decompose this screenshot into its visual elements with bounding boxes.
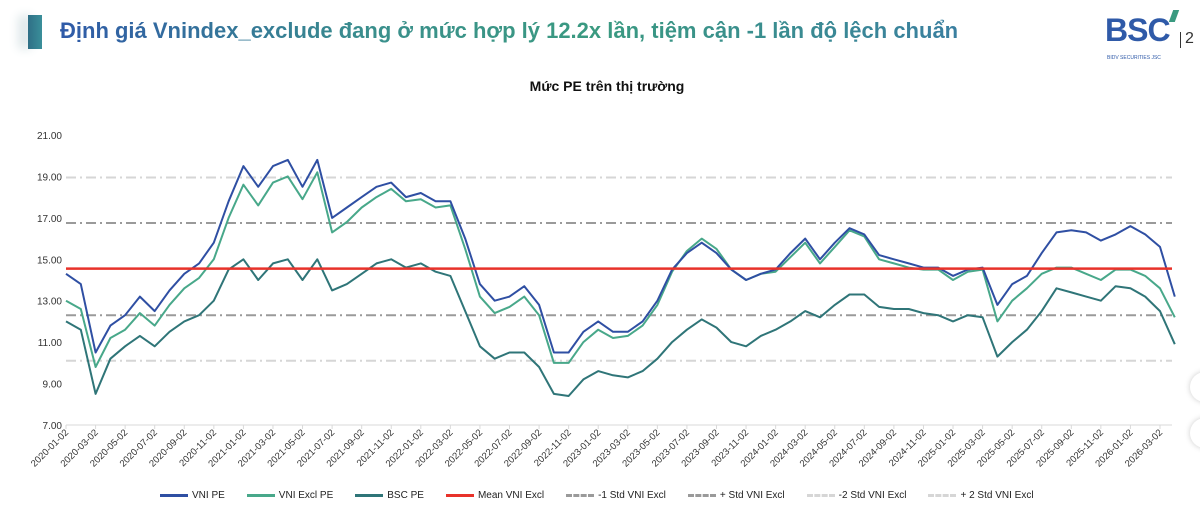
- y-tick-label: 11.00: [38, 338, 63, 349]
- series-line-bsc: [65, 258, 1176, 397]
- y-tick-label: 7.00: [43, 421, 63, 432]
- y-tick-label: 13.00: [37, 297, 62, 308]
- legend-swatch: [687, 494, 716, 497]
- y-tick-label: 9.00: [43, 380, 63, 391]
- series-line-vni: [65, 158, 1176, 354]
- page-title: Định giá Vnindex_exclude đang ở mức hợp …: [60, 18, 959, 43]
- legend-item: + Std VNI Excl: [687, 490, 785, 501]
- legend-item: + 2 Std VNI Excl: [928, 490, 1034, 501]
- legend-label: BSC PE: [387, 490, 424, 501]
- legend-swatch: [566, 494, 595, 497]
- y-tick-label: 21.00: [37, 131, 62, 142]
- bsc-logo: BSC BIDV SECURITIES JSC 2: [1105, 10, 1200, 61]
- y-tick-label: 17.00: [37, 214, 62, 225]
- logo-divider: [1180, 32, 1181, 48]
- y-tick-label: 19.00: [37, 172, 62, 183]
- legend-swatch: [160, 494, 188, 497]
- series-line-excl: [65, 171, 1176, 368]
- legend-label: + Std VNI Excl: [719, 490, 785, 501]
- side-scroll-button[interactable]: [1190, 372, 1200, 402]
- legend-swatch: [928, 494, 957, 497]
- legend-swatch: [806, 494, 835, 497]
- legend-swatch: [445, 494, 474, 497]
- page-number: 2: [1185, 30, 1194, 47]
- legend-swatch: [246, 494, 275, 497]
- chart-title: Mức PE trên thị trường: [529, 78, 685, 94]
- legend-item: BSC PE: [355, 490, 424, 501]
- logo-text: BSC: [1105, 12, 1171, 48]
- chart-legend: VNI PE VNI Excl PE BSC PE Mean VNI Excl -1 S…: [160, 490, 1056, 501]
- legend-swatch: [355, 494, 384, 497]
- legend-label: -1 Std VNI Excl: [598, 490, 666, 501]
- legend-item: -2 Std VNI Excl: [806, 490, 907, 501]
- logo-subtitle: BIDV SECURITIES JSC: [1107, 55, 1161, 61]
- title-accent-bar: [28, 15, 42, 49]
- legend-label: VNI Excl PE: [278, 490, 334, 501]
- legend-label: + 2 Std VNI Excl: [960, 490, 1034, 501]
- y-tick-label: 15.00: [37, 255, 62, 266]
- legend-label: Mean VNI Excl: [477, 490, 545, 501]
- side-scroll-button[interactable]: [1190, 418, 1200, 448]
- legend-label: VNI PE: [192, 490, 225, 501]
- legend-item: -1 Std VNI Excl: [566, 490, 666, 501]
- legend-label: -2 Std VNI Excl: [838, 490, 907, 501]
- legend-item: VNI Excl PE: [246, 490, 334, 501]
- legend-item: Mean VNI Excl: [445, 490, 545, 501]
- legend-item: VNI PE: [160, 490, 225, 501]
